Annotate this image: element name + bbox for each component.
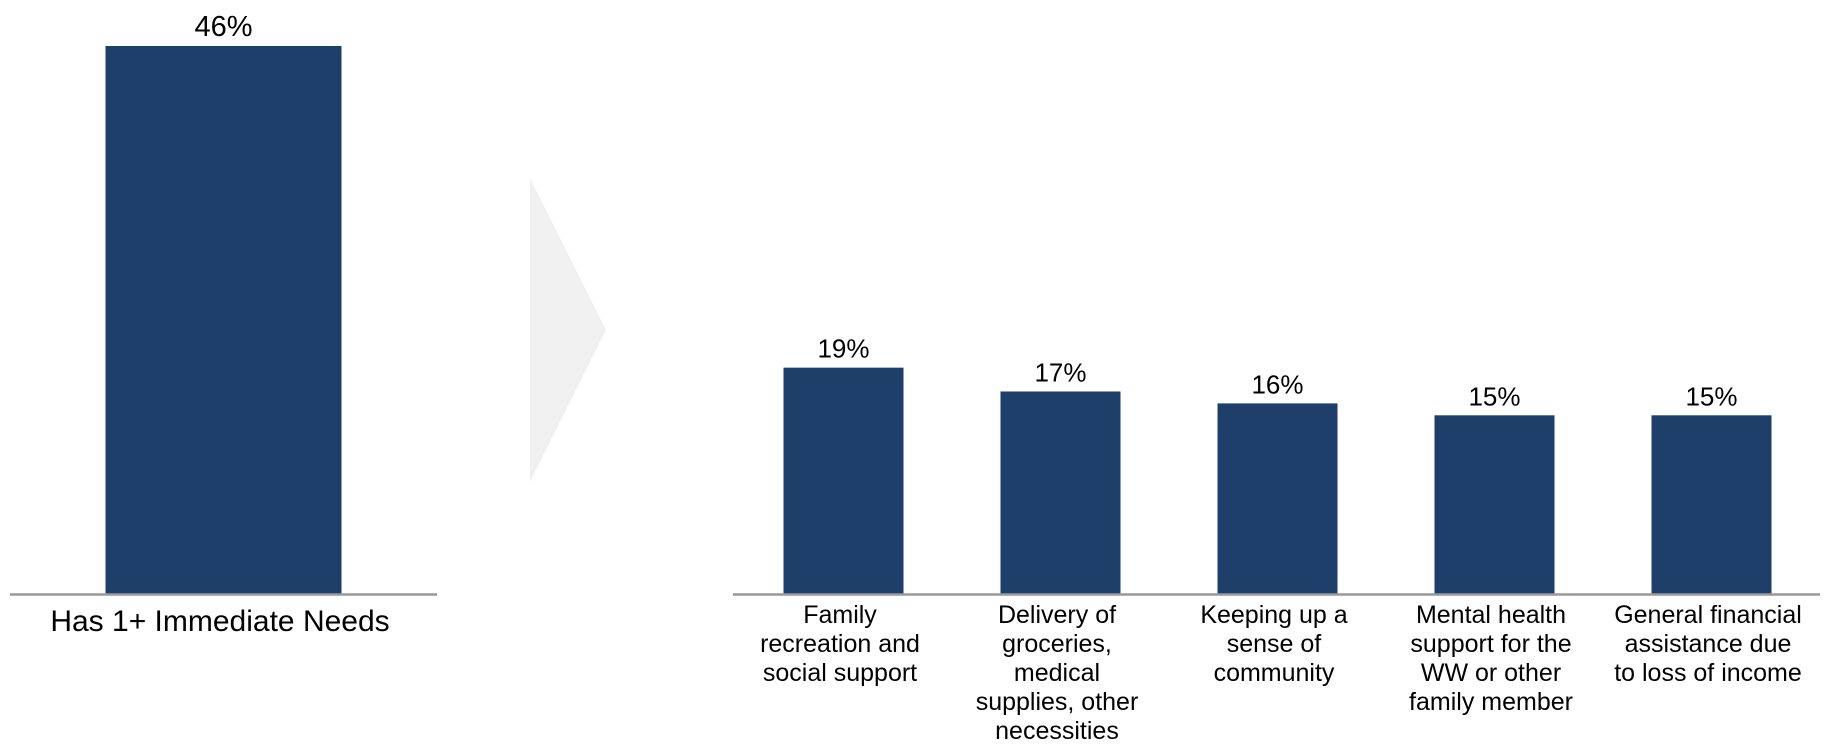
data-label: 15% [1685, 381, 1737, 411]
data-label: 17% [1034, 357, 1086, 387]
data-label: 19% [817, 334, 869, 364]
bar [1434, 415, 1555, 594]
x-tick-label: Mental health support for the WW or othe… [1409, 601, 1573, 716]
x-tick-label: Has 1+ Immediate Needs [50, 605, 390, 638]
x-tick-label: Family recreation and social support [760, 601, 920, 687]
right-chart-panel: 19% 17% 16% 15% 15% [733, 334, 1820, 596]
chart-area: 46% 19% 17% 16% 15% 15% Has 1+ Immediate Nee… [10, 11, 1820, 745]
bar [105, 46, 342, 594]
bar [1000, 391, 1121, 594]
bar [783, 367, 904, 594]
x-tick-label: Keeping up a sense of community [1200, 601, 1348, 687]
bar [1651, 415, 1772, 594]
chevron-arrow-icon [530, 178, 606, 482]
x-tick-label: Delivery of groceries, medical supplies,… [975, 601, 1139, 745]
data-label: 46% [194, 11, 252, 43]
data-label: 16% [1251, 369, 1303, 399]
bar [1217, 403, 1338, 594]
x-tick-label: General financial assistance due to loss… [1614, 601, 1802, 687]
chart-svg: 46% 19% 17% 16% 15% 15% [10, 11, 1820, 596]
left-chart-panel: 46% [10, 11, 437, 596]
data-label: 15% [1468, 381, 1520, 411]
